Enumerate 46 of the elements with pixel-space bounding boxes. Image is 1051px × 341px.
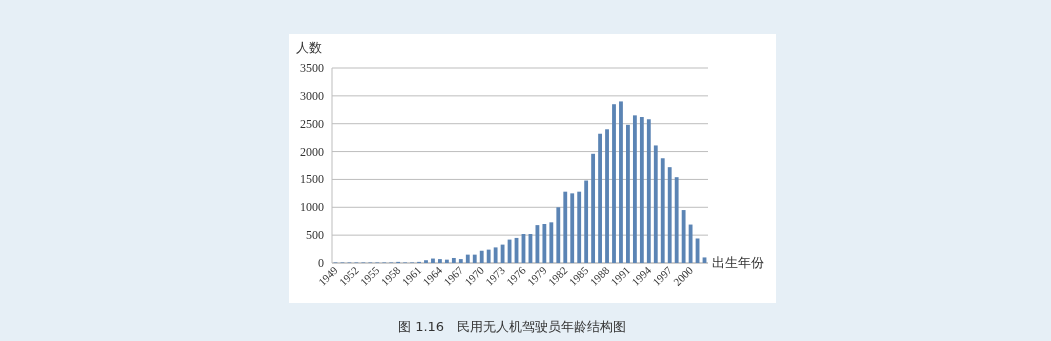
bar bbox=[438, 259, 442, 263]
bar bbox=[563, 191, 568, 263]
bar bbox=[493, 247, 498, 263]
bar bbox=[605, 129, 609, 263]
bar bbox=[646, 119, 651, 263]
bar bbox=[486, 249, 491, 263]
y-tick-label: 2500 bbox=[300, 116, 324, 131]
bar bbox=[500, 244, 505, 263]
bar bbox=[584, 180, 589, 263]
y-tick-label: 3500 bbox=[300, 61, 324, 75]
bar bbox=[674, 177, 679, 263]
y-tick-label: 0 bbox=[318, 256, 324, 270]
bar bbox=[688, 224, 693, 263]
bar bbox=[549, 222, 554, 263]
x-axis-title: 出生年份 bbox=[712, 255, 764, 270]
bar bbox=[472, 254, 477, 263]
bar bbox=[556, 207, 561, 263]
bar bbox=[591, 153, 596, 263]
bar bbox=[458, 259, 463, 263]
bar bbox=[632, 115, 637, 263]
bar bbox=[570, 193, 575, 263]
bar bbox=[465, 254, 470, 263]
bar bbox=[598, 133, 602, 263]
bar bbox=[619, 101, 623, 263]
bar bbox=[479, 250, 484, 263]
caption: 图 1.16 民用无人机驾驶员年龄结构图 bbox=[398, 319, 627, 334]
bar bbox=[667, 167, 672, 263]
y-tick-label: 2000 bbox=[300, 144, 324, 159]
bar bbox=[660, 158, 665, 263]
bar bbox=[653, 145, 658, 263]
bar bbox=[612, 104, 616, 263]
bar bbox=[535, 225, 540, 263]
bar bbox=[639, 117, 644, 263]
y-tick-label: 500 bbox=[306, 228, 324, 243]
y-tick-label: 1500 bbox=[300, 172, 324, 187]
y-tick-label: 1000 bbox=[300, 200, 324, 215]
y-axis-title: 人数 bbox=[296, 40, 322, 55]
bar bbox=[451, 257, 456, 263]
bar bbox=[681, 210, 686, 263]
bar bbox=[577, 191, 582, 263]
bar bbox=[626, 124, 630, 263]
bar bbox=[542, 224, 547, 263]
bar bbox=[424, 260, 428, 263]
y-tick-label: 3000 bbox=[300, 88, 324, 103]
bar bbox=[444, 259, 449, 263]
bar bbox=[431, 258, 435, 263]
